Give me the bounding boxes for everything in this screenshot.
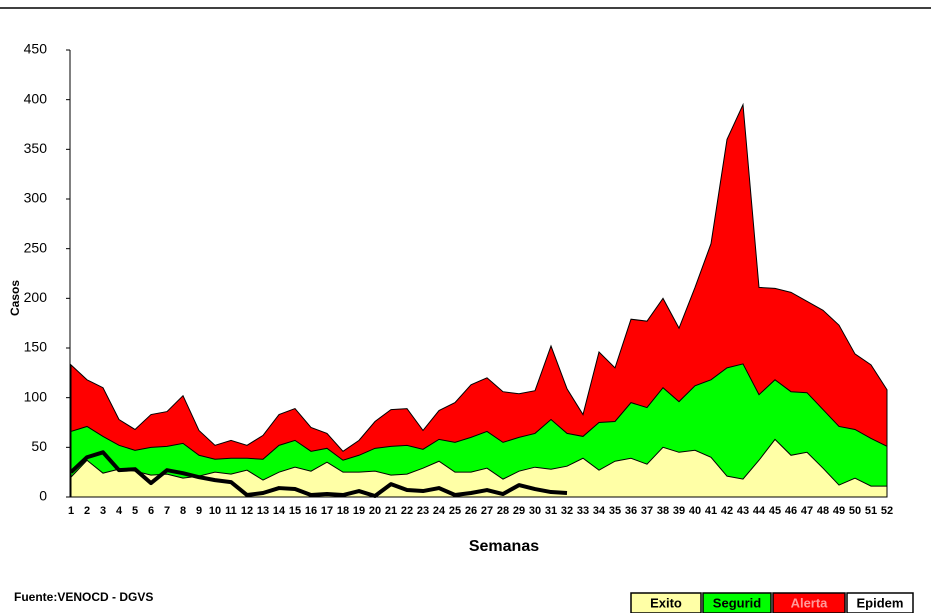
legend-swatch xyxy=(846,592,914,613)
y-axis-title: Casos xyxy=(8,280,22,316)
legend-swatch xyxy=(772,592,846,613)
x-tick-label: 49 xyxy=(833,505,845,517)
x-tick-label: 29 xyxy=(513,505,525,517)
x-tick-label: 5 xyxy=(132,505,138,517)
x-tick-label: 28 xyxy=(497,505,509,517)
x-tick-label: 7 xyxy=(164,505,170,517)
x-tick-label: 40 xyxy=(689,505,701,517)
x-tick-label: 50 xyxy=(849,505,861,517)
x-tick-label: 27 xyxy=(481,505,493,517)
x-tick-label: 11 xyxy=(225,505,237,517)
x-tick-label: 33 xyxy=(577,505,589,517)
x-tick-label: 51 xyxy=(865,505,877,517)
x-tick-label: 25 xyxy=(449,505,461,517)
x-tick-label: 22 xyxy=(401,505,413,517)
x-tick-label: 36 xyxy=(625,505,637,517)
x-tick-label: 35 xyxy=(609,505,621,517)
source-note: Fuente:VENOCD - DGVS xyxy=(14,590,153,604)
x-tick-label: 3 xyxy=(100,505,106,517)
x-tick-label: 48 xyxy=(817,505,829,517)
x-tick-label: 1 xyxy=(68,505,74,517)
x-tick-label: 37 xyxy=(641,505,653,517)
x-tick-label: 14 xyxy=(273,505,286,517)
x-tick-label: 4 xyxy=(116,505,123,517)
x-tick-label: 6 xyxy=(148,505,154,517)
x-tick-label: 47 xyxy=(801,505,813,517)
y-tick-label: 400 xyxy=(24,90,48,106)
x-tick-label: 15 xyxy=(289,505,301,517)
x-tick-label: 20 xyxy=(369,505,381,517)
x-tick-label: 18 xyxy=(337,505,349,517)
legend-label: Exito xyxy=(650,595,682,610)
legend-swatch xyxy=(630,592,702,613)
y-tick-label: 150 xyxy=(24,339,48,355)
x-tick-label: 44 xyxy=(753,505,766,517)
x-tick-label: 30 xyxy=(529,505,541,517)
legend-label: Alerta xyxy=(791,595,829,610)
y-tick-label: 300 xyxy=(24,190,48,206)
x-tick-label: 32 xyxy=(561,505,573,517)
x-tick-label: 21 xyxy=(385,505,397,517)
x-tick-label: 13 xyxy=(257,505,269,517)
y-tick-label: 50 xyxy=(31,438,47,454)
y-tick-label: 100 xyxy=(24,388,48,404)
x-tick-label: 43 xyxy=(737,505,749,517)
x-tick-label: 52 xyxy=(881,505,893,517)
x-tick-label: 2 xyxy=(84,505,90,517)
x-tick-label: 9 xyxy=(196,505,202,517)
line xyxy=(69,450,568,499)
x-tick-label: 39 xyxy=(673,505,685,517)
x-tick-label: 8 xyxy=(180,505,186,517)
x-tick-label: 26 xyxy=(465,505,477,517)
x-tick-label: 10 xyxy=(209,505,221,517)
legend-swatch xyxy=(702,592,772,613)
x-tick-label: 17 xyxy=(321,505,333,517)
y-tick-label: 250 xyxy=(24,239,48,255)
x-tick-label: 46 xyxy=(785,505,797,517)
x-tick-label: 34 xyxy=(593,505,606,517)
y-tick-label: 200 xyxy=(24,289,48,305)
x-tick-label: 23 xyxy=(417,505,429,517)
legend-label: Epidem xyxy=(857,595,904,610)
x-tick-label: 16 xyxy=(305,505,317,517)
y-tick-label: 0 xyxy=(39,488,47,504)
y-tick-label: 350 xyxy=(24,140,48,156)
x-tick-label: 38 xyxy=(657,505,669,517)
x-tick-label: 42 xyxy=(721,505,733,517)
x-axis-title: Semanas xyxy=(469,538,539,555)
x-tick-label: 31 xyxy=(545,505,557,517)
x-tick-label: 45 xyxy=(769,505,781,517)
x-tick-label: 19 xyxy=(353,505,365,517)
x-tick-label: 24 xyxy=(433,505,446,517)
x-tick-label: 41 xyxy=(705,505,717,517)
y-tick-label: 450 xyxy=(24,41,48,57)
legend-label: Segurid xyxy=(713,595,761,610)
x-tick-label: 12 xyxy=(241,505,253,517)
